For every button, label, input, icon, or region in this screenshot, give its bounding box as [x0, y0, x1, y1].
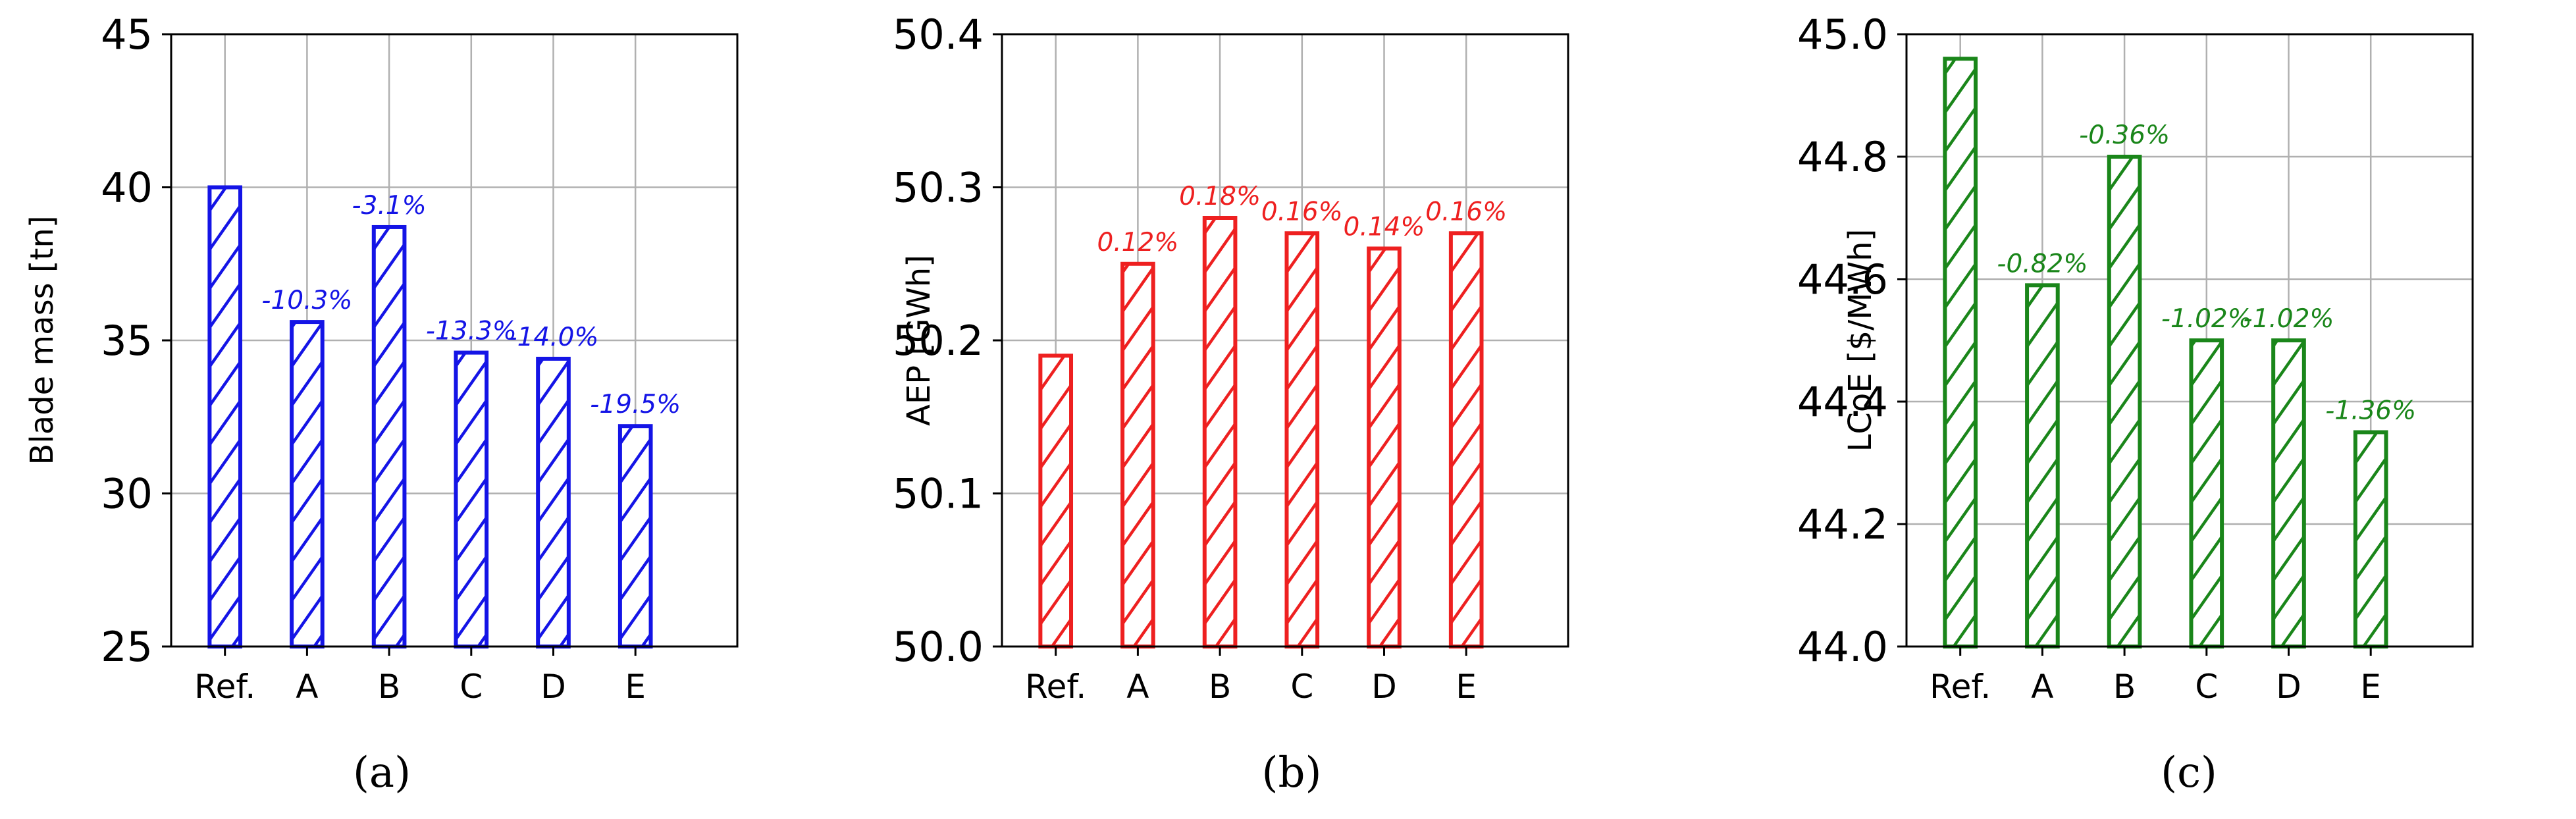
data-label: -10.3% [261, 286, 352, 315]
data-label: -0.36% [2079, 120, 2170, 150]
bar-b [371, 225, 407, 648]
bar-d [1367, 246, 1402, 648]
bar-d [536, 356, 571, 649]
bar-d [2271, 338, 2306, 648]
x-tick-label: B [1209, 668, 1231, 706]
bar-c [2189, 338, 2224, 648]
data-label: 0.18% [1179, 182, 1261, 211]
plot-frame [1905, 33, 2474, 648]
x-tick-label: D [1371, 668, 1397, 706]
y-tick-label: 50.1 [893, 470, 984, 518]
y-tick-label: 44.6 [1797, 255, 1888, 304]
x-tick-label: A [1126, 668, 1149, 706]
y-tick-label: 35 [101, 317, 153, 365]
x-tick-label: A [2031, 668, 2053, 706]
bar-e [2353, 430, 2388, 648]
bar-a [1120, 261, 1155, 648]
x-tick-label: Ref. [194, 668, 255, 706]
y-tick-label: 50.0 [893, 623, 984, 671]
y-tick-label: 25 [101, 623, 153, 671]
panel-caption: (c) [2161, 749, 2217, 797]
data-label: 0.16% [1261, 197, 1343, 226]
x-tick-label: B [378, 668, 400, 706]
data-label: -0.82% [1997, 249, 2088, 278]
bar-b [1202, 216, 1238, 648]
data-label: -1.02% [2244, 304, 2334, 334]
x-tick-label: C [2195, 668, 2218, 706]
y-axis-label: LCoE [$/MWh] [1842, 229, 1879, 452]
y-tick-label: 45.0 [1797, 11, 1888, 59]
data-label: 0.12% [1097, 228, 1178, 257]
y-tick-label: 44.2 [1797, 500, 1888, 548]
bar-b [2107, 155, 2142, 648]
x-tick-label: C [1290, 668, 1313, 706]
bar-c [454, 350, 489, 648]
data-label: -13.3% [426, 317, 517, 346]
bar-ref [1943, 57, 1978, 648]
y-tick-label: 30 [101, 470, 153, 518]
panel-a: -10.3% -3.1% -13.3%-14.0% -19.5% 25 30 35 40 45 R… [24, 11, 739, 797]
bar-ref [1038, 354, 1074, 648]
x-tick-label: C [460, 668, 483, 706]
y-tick-label: 50.4 [893, 11, 984, 59]
y-tick-label: 44.4 [1797, 378, 1888, 426]
data-label: 0.14% [1344, 213, 1425, 242]
y-tick-label: 44.8 [1797, 133, 1888, 181]
x-tick-label: Ref. [1930, 668, 1991, 706]
data-label: 0.16% [1425, 197, 1507, 226]
panel-caption: (a) [353, 749, 411, 797]
data-label: -14.0% [508, 323, 599, 352]
x-tick-label: D [540, 668, 566, 706]
data-label: -19.5% [590, 390, 681, 419]
bar-e [618, 424, 653, 648]
y-axis-label: AEP [GWh] [901, 255, 937, 426]
bar-a [290, 320, 325, 648]
panel-c: -0.82% -0.36% -1.02%-1.02% -1.36% 44.0 44.2 44… [1797, 11, 2474, 797]
data-label: -1.02% [2161, 304, 2252, 334]
x-tick-label: E [2360, 668, 2381, 706]
bar-c [1284, 231, 1320, 648]
y-axis-label: Blade mass [tn] [24, 215, 61, 465]
bar-a [2025, 283, 2060, 648]
y-tick-label: 45 [101, 11, 153, 59]
x-tick-label: A [296, 668, 318, 706]
x-tick-label: B [2113, 668, 2136, 706]
x-tick-label: E [1456, 668, 1477, 706]
data-label: -3.1% [352, 191, 427, 221]
y-tick-label: 44.0 [1797, 623, 1888, 671]
x-tick-label: Ref. [1025, 668, 1086, 706]
data-label: -1.36% [2325, 396, 2416, 426]
y-tick-label: 50.2 [893, 317, 984, 365]
x-tick-label: D [2276, 668, 2301, 706]
x-tick-label: E [625, 668, 646, 706]
y-tick-label: 50.3 [893, 164, 984, 212]
panel-b: 0.12%0.18%0.16%0.14%0.16%50.050.150.250.… [893, 11, 1569, 797]
bar-ref [207, 185, 243, 648]
y-tick-label: 40 [101, 164, 153, 212]
panel-caption: (b) [1262, 749, 1322, 797]
bar-e [1448, 231, 1484, 648]
